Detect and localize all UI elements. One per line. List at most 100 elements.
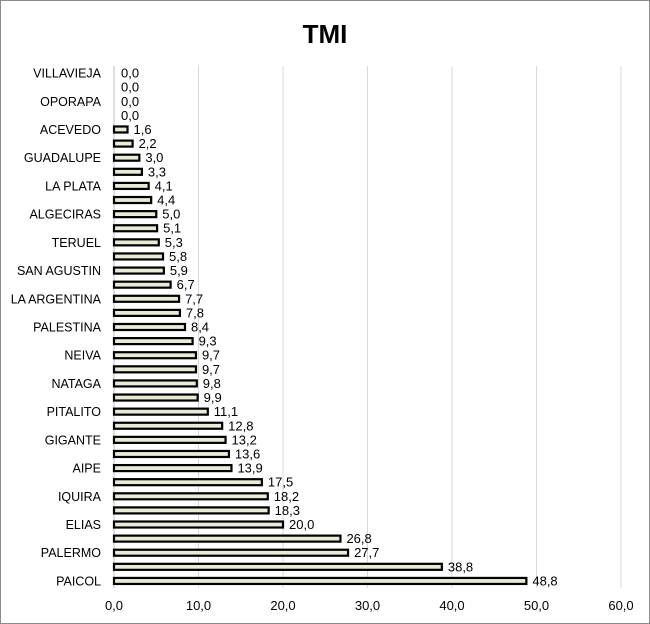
bar xyxy=(112,294,181,303)
data-label: 0,0 xyxy=(121,80,139,95)
bar xyxy=(112,224,159,233)
category-label: GUADALUPE xyxy=(24,151,101,165)
data-label: 5,1 xyxy=(163,221,181,236)
bar xyxy=(112,449,231,459)
bar xyxy=(112,365,198,374)
bar xyxy=(112,534,342,543)
bar xyxy=(112,520,285,529)
category-label: OPORAPA xyxy=(40,95,102,109)
bar xyxy=(112,167,143,176)
bar xyxy=(112,478,263,487)
data-label: 0,0 xyxy=(121,66,139,81)
bar xyxy=(112,421,224,430)
data-label: 9,8 xyxy=(203,376,221,391)
data-label: 12,8 xyxy=(228,418,253,433)
category-label: PALERMO xyxy=(41,546,101,560)
category-label: LA PLATA xyxy=(45,179,101,193)
data-label: 3,0 xyxy=(145,150,163,165)
bar xyxy=(112,562,443,571)
bar xyxy=(112,266,165,275)
data-label: 13,6 xyxy=(235,446,260,461)
x-tick-label: 10,0 xyxy=(186,598,211,613)
data-label: 18,2 xyxy=(274,489,299,504)
category-label: SAN AGUSTIN xyxy=(17,264,101,278)
category-label: IQUIRA xyxy=(58,490,102,504)
data-label: 0,0 xyxy=(121,94,139,109)
category-label: PITALITO xyxy=(47,405,102,419)
data-label: 5,9 xyxy=(170,263,188,278)
bar xyxy=(112,435,227,444)
category-label: PALESTINA xyxy=(33,321,102,335)
bar xyxy=(112,238,160,247)
data-label: 7,8 xyxy=(186,305,204,320)
bar xyxy=(112,548,350,557)
data-label: 2,2 xyxy=(139,136,157,151)
data-label: 7,7 xyxy=(185,291,203,306)
data-label: 1,6 xyxy=(134,122,152,137)
x-tick-label: 40,0 xyxy=(439,598,464,613)
x-tick-label: 0,0 xyxy=(105,598,123,613)
data-label: 17,5 xyxy=(268,475,293,490)
category-label: VILLAVIEJA xyxy=(33,67,102,81)
chart-title: TMI xyxy=(303,19,348,49)
category-label: NATAGA xyxy=(51,377,101,391)
category-label: NEIVA xyxy=(64,349,101,363)
bar xyxy=(112,463,233,473)
x-tick-label: 30,0 xyxy=(355,598,380,613)
data-label: 11,1 xyxy=(214,404,238,419)
bar xyxy=(112,351,198,360)
category-label: AIPE xyxy=(73,462,102,476)
data-label: 38,8 xyxy=(448,559,473,574)
bar xyxy=(112,139,134,148)
data-label: 8,4 xyxy=(191,320,209,335)
data-label: 9,7 xyxy=(202,348,220,363)
data-labels: 0,00,00,00,01,62,23,03,34,14,45,05,15,35… xyxy=(121,66,558,589)
bar xyxy=(112,393,199,402)
data-label: 5,8 xyxy=(169,249,187,264)
data-label: 5,3 xyxy=(165,235,183,250)
category-label: ACEVEDO xyxy=(40,123,101,137)
x-tick-label: 20,0 xyxy=(270,598,295,613)
bar xyxy=(112,308,182,317)
category-label: TERUEL xyxy=(52,236,101,250)
bar xyxy=(112,252,165,261)
bar xyxy=(112,337,194,346)
data-label: 4,1 xyxy=(155,178,173,193)
data-label: 27,7 xyxy=(354,545,379,560)
bar xyxy=(112,210,158,219)
bar xyxy=(112,195,153,205)
data-label: 13,2 xyxy=(232,432,257,447)
bar xyxy=(112,492,269,501)
grid-lines xyxy=(113,66,622,588)
data-label: 48,8 xyxy=(532,573,557,588)
bar xyxy=(112,407,209,416)
bar xyxy=(112,379,198,388)
x-axis-ticks: 0,0 10,0 20,0 30,0 40,0 50,0 60,0 xyxy=(105,598,634,613)
bar xyxy=(112,506,270,515)
data-label: 20,0 xyxy=(289,517,314,532)
bar xyxy=(112,576,528,586)
data-label: 9,9 xyxy=(204,390,222,405)
data-label: 13,9 xyxy=(237,461,262,476)
data-label: 3,3 xyxy=(148,164,166,179)
data-label: 6,7 xyxy=(177,277,195,292)
bar xyxy=(112,280,172,289)
category-labels: VILLAVIEJA OPORAPA ACEVEDO GUADALUPE LA PLAT… xyxy=(11,67,102,589)
category-label: ALGECIRAS xyxy=(29,208,101,222)
bar xyxy=(112,322,187,332)
bar xyxy=(112,125,129,134)
data-label: 9,3 xyxy=(199,334,217,349)
bar xyxy=(112,181,150,191)
data-label: 0,0 xyxy=(121,108,139,123)
category-label: LA ARGENTINA xyxy=(11,292,102,306)
category-label: ELIAS xyxy=(66,518,101,532)
x-tick-label: 60,0 xyxy=(608,598,633,613)
bar xyxy=(112,153,141,162)
category-label: GIGANTE xyxy=(45,433,101,447)
bars xyxy=(112,125,528,586)
data-label: 26,8 xyxy=(346,531,371,546)
x-tick-label: 50,0 xyxy=(524,598,549,613)
data-label: 18,3 xyxy=(275,503,300,518)
